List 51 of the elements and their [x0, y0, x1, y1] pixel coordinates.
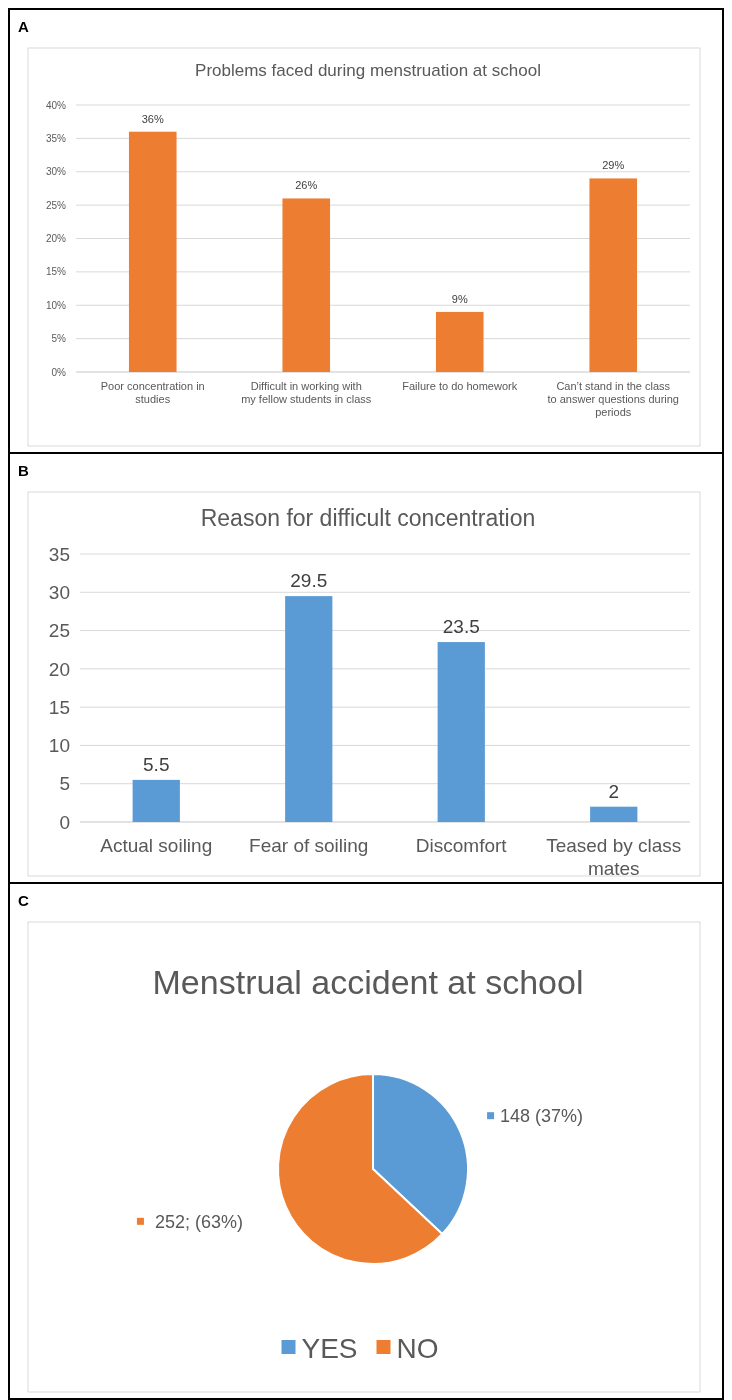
bar [285, 596, 333, 822]
x-tick-label: Difficult in working with my fellow students in class [241, 380, 372, 406]
y-tick-label: 20 [48, 658, 70, 680]
data-label: 9% [451, 292, 468, 305]
y-tick-label: 0 [59, 811, 70, 833]
data-label: 23.5 [442, 616, 480, 638]
data-label: 26% [295, 179, 318, 192]
bar [132, 779, 180, 822]
y-tick-label: 40% [45, 99, 67, 111]
x-tick-label: Teased by class mates [546, 835, 682, 879]
data-label: 5.5 [143, 753, 170, 775]
y-tick-label: 25 [48, 620, 70, 642]
data-label: 29% [602, 159, 625, 172]
text: A [18, 18, 29, 35]
data-label: 36% [141, 112, 164, 125]
y-tick-label: 5% [51, 333, 67, 345]
y-tick-label: 35 [48, 543, 70, 565]
bar [437, 642, 485, 822]
y-tick-label: 0% [51, 366, 67, 378]
text: B [18, 462, 29, 479]
legend-label: NO [396, 1332, 439, 1364]
x-tick-label: Can’t stand in the class to answer questions during periods [547, 380, 679, 419]
y-tick-label: 30% [45, 166, 67, 178]
y-tick-label: 25% [45, 199, 67, 211]
x-tick-label: Actual soiling [100, 835, 213, 856]
data-label: 29.5 [290, 570, 328, 592]
y-tick-label: 10% [45, 299, 67, 311]
bar [282, 198, 331, 372]
y-tick-label: 10 [48, 735, 70, 757]
bar [589, 178, 638, 372]
y-tick-label: 15% [45, 266, 67, 278]
y-tick-label: 20% [45, 233, 67, 244]
data-label: 148 (37%) [500, 1106, 584, 1127]
y-tick-label: 5 [59, 773, 70, 795]
chart-title: Reason for difficult concentration [200, 505, 536, 531]
y-tick-label: 15 [48, 696, 70, 718]
x-tick-label: Fear of soiling [249, 835, 369, 856]
bar [128, 131, 177, 372]
data-label: 2 [608, 780, 620, 802]
chart-title: Menstrual accident at school [152, 963, 584, 1001]
text: C [18, 892, 29, 909]
x-tick-label: Failure to do homework [402, 380, 518, 392]
x-tick-label: Poor concentration in studies [100, 380, 205, 406]
data-label: 252; (63%) [154, 1212, 243, 1233]
legend-label: YES [301, 1332, 358, 1364]
y-tick-label: 30 [48, 581, 70, 603]
bar [435, 311, 484, 372]
bar [590, 806, 638, 822]
y-tick-label: 35% [45, 132, 67, 144]
chart-title: Problems faced during menstruation at school [195, 61, 541, 80]
x-tick-label: Discomfort [415, 835, 508, 856]
